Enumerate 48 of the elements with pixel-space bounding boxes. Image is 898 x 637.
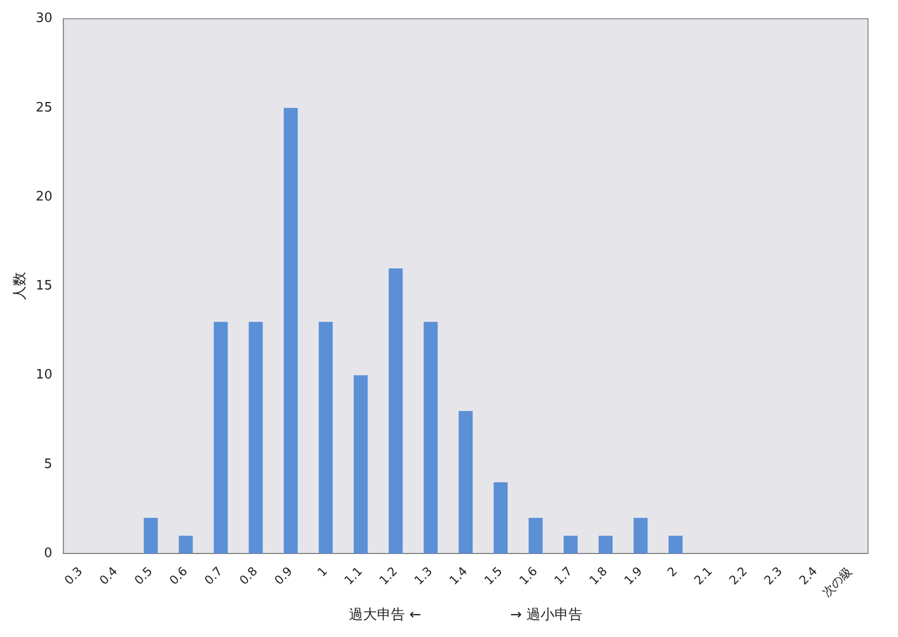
y-axis-title: 人数: [12, 272, 28, 300]
bar: [564, 536, 578, 554]
y-tick-label: 30: [36, 11, 52, 26]
x-tick-label: 2.4: [796, 564, 820, 588]
y-tick-label: 5: [44, 456, 52, 472]
x-tick-label: 1.5: [482, 564, 505, 588]
x-tick-label: 1.4: [446, 564, 470, 588]
y-tick-label: 0: [44, 546, 52, 561]
x-tick-label: 2.2: [726, 564, 750, 588]
bar: [284, 108, 298, 554]
x-tick-label: 2: [664, 564, 680, 580]
y-tick-label: 25: [36, 100, 52, 116]
x-tick-label: 1.7: [552, 564, 575, 588]
bar: [318, 322, 333, 554]
bar: [144, 518, 158, 554]
bar: [458, 410, 473, 554]
bar: [178, 536, 193, 554]
bar: [528, 518, 543, 554]
x-tick-label: 0.5: [132, 564, 156, 588]
x-tick-label: 1.9: [622, 564, 645, 588]
x-axis-title: 過大申告 ← → 過小申告: [348, 607, 582, 624]
bar: [494, 482, 508, 554]
x-tick-label: 0.7: [202, 564, 226, 588]
x-tick-label: 0.8: [236, 564, 260, 588]
bar: [248, 322, 263, 554]
x-tick-label: 0.6: [166, 564, 190, 588]
y-tick-label: 10: [36, 368, 52, 383]
bar: [634, 518, 648, 554]
x-tick-label: 0.4: [96, 564, 120, 588]
bar: [214, 322, 228, 554]
x-tick-label: 次の級: [819, 564, 855, 600]
x-tick-label: 0.3: [62, 564, 86, 588]
x-tick-label: 0.9: [272, 564, 296, 588]
x-tick-label: 1.2: [376, 564, 400, 588]
x-tick-label: 1.1: [342, 564, 366, 588]
x-tick-label: 2.1: [691, 564, 715, 588]
x-tick-label: 2.3: [761, 564, 785, 588]
bar: [388, 268, 403, 554]
y-tick-label: 20: [36, 189, 52, 204]
x-tick-label: 1.6: [516, 564, 540, 588]
bar: [354, 375, 368, 554]
x-tick-label: 1.3: [412, 564, 436, 588]
x-tick-label: 1.8: [586, 564, 610, 588]
x-tick-label: 1: [314, 564, 330, 580]
bar: [668, 536, 683, 554]
bar: [598, 536, 613, 554]
bar: [424, 322, 438, 554]
y-tick-label: 15: [36, 278, 52, 294]
